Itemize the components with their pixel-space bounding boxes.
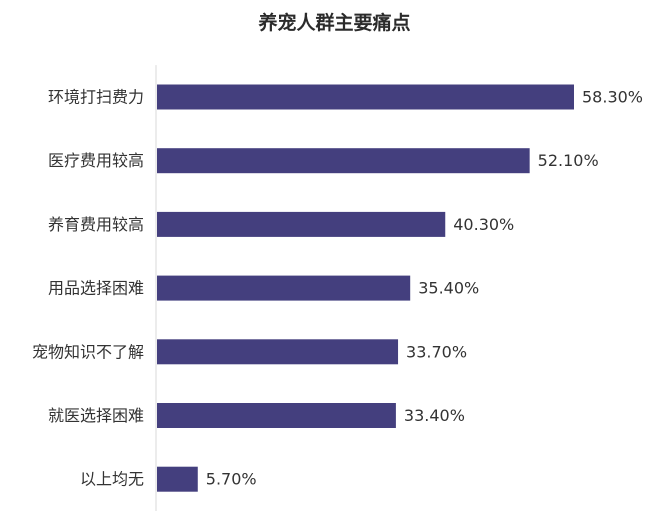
bar: [157, 339, 399, 365]
data-label: 33.40%: [404, 406, 465, 425]
data-label: 5.70%: [206, 470, 257, 489]
data-label: 33.70%: [406, 342, 467, 361]
category-label: 养育费用较高: [48, 215, 144, 234]
bar: [157, 403, 396, 428]
bar: [157, 275, 411, 301]
data-label: 52.10%: [538, 151, 599, 170]
category-label: 环境打扫费力: [48, 88, 144, 107]
category-label: 用品选择困难: [48, 279, 144, 298]
category-label: 医疗费用较高: [48, 151, 144, 170]
data-label: 40.30%: [453, 215, 514, 234]
category-label: 以上均无: [80, 470, 144, 489]
category-label: 宠物知识不了解: [32, 342, 144, 361]
bar: [157, 84, 574, 110]
category-label: 就医选择困难: [48, 406, 144, 425]
bar: [157, 211, 446, 237]
data-label: 35.40%: [418, 279, 479, 298]
data-label: 58.30%: [582, 88, 643, 107]
bar: [157, 148, 530, 174]
chart-title: 养宠人群主要痛点: [258, 12, 411, 34]
bar: [157, 466, 198, 492]
